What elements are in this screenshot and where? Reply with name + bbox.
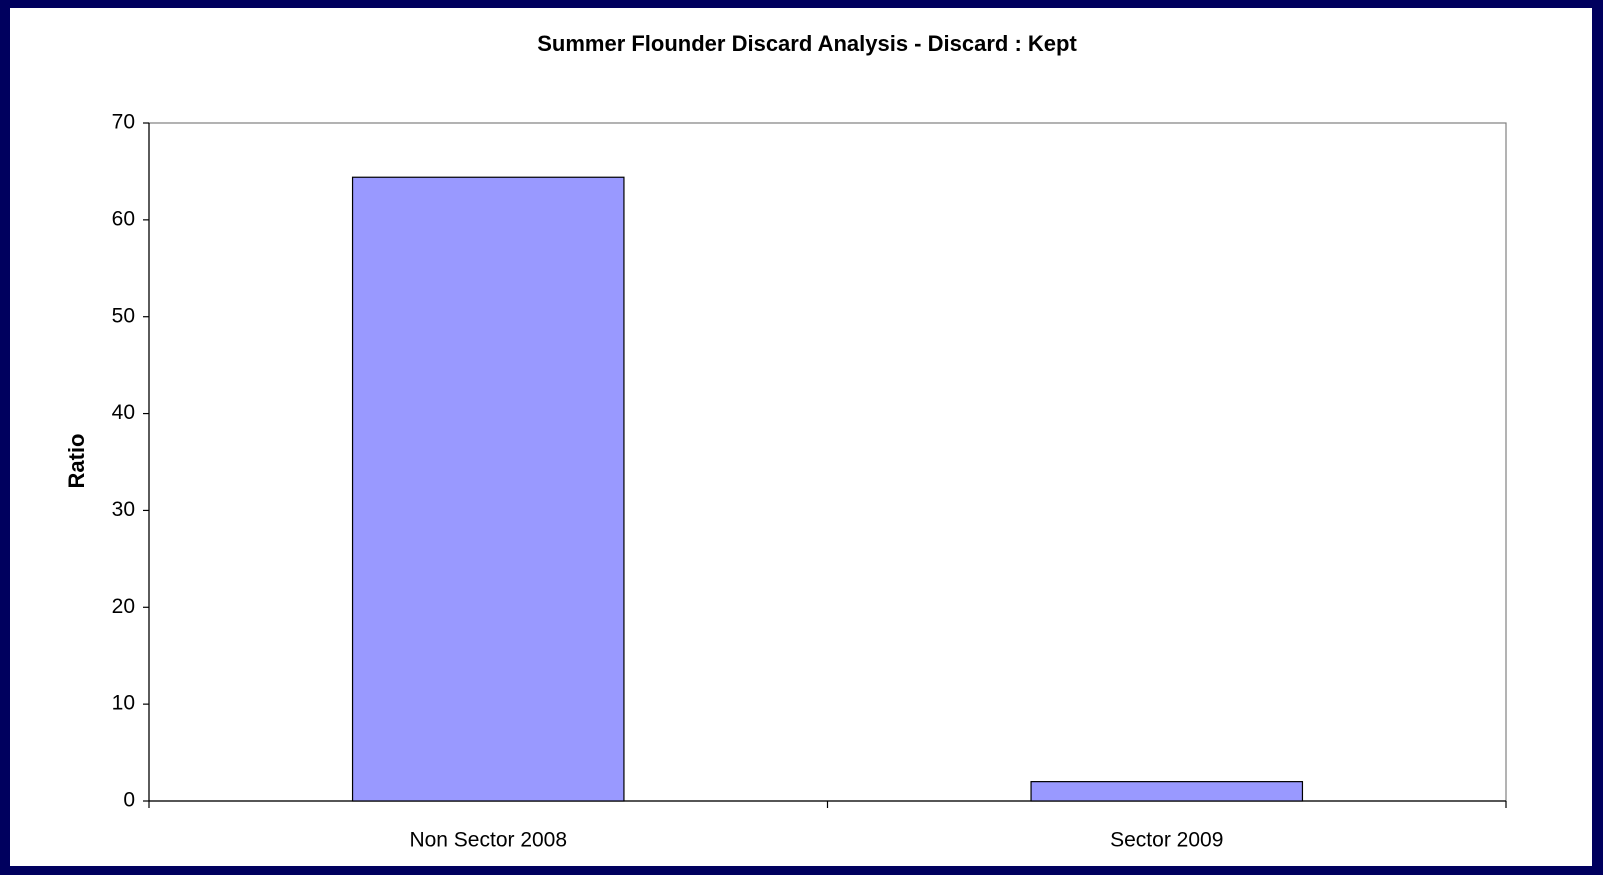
y-tick-label: 70: [112, 111, 135, 134]
y-tick-label: 60: [112, 207, 135, 230]
y-tick-label: 50: [112, 304, 135, 327]
y-tick-label: 20: [112, 595, 135, 618]
y-axis-title: Ratio: [64, 434, 89, 489]
x-tick-label: Sector 2009: [1110, 829, 1223, 852]
y-tick-label: 10: [112, 692, 135, 715]
bar: [1030, 781, 1304, 802]
chart-title: Summer Flounder Discard Analysis - Disca…: [537, 31, 1077, 56]
chart-panel: [10, 8, 1592, 866]
x-tick-label: Non Sector 2008: [409, 829, 567, 852]
y-tick-label: 30: [112, 498, 135, 521]
y-tick-label: 40: [112, 401, 135, 424]
bar: [351, 176, 625, 802]
y-tick-label: 0: [123, 789, 135, 812]
